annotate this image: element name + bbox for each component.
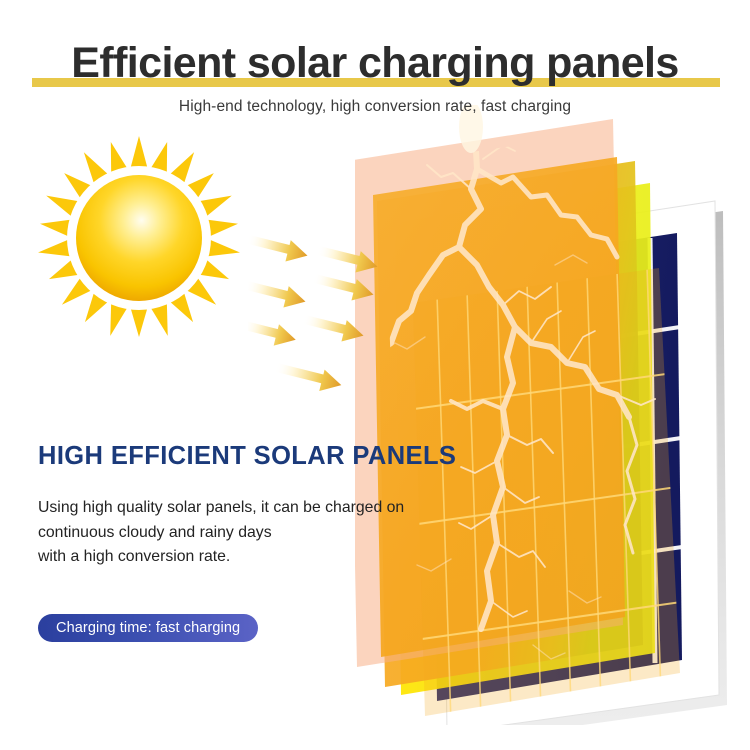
page-subtitle: High-end technology, high conversion rat… — [178, 98, 572, 115]
lightning-glow — [459, 105, 483, 153]
solar-panel-stack — [355, 105, 750, 725]
lightning-bolts — [383, 130, 656, 660]
title-underline-bar — [32, 78, 720, 87]
header: Efficient solar charging panels High-end… — [0, 0, 750, 130]
body-line-3: with a high conversion rate. — [38, 548, 231, 565]
body-copy: Using high quality solar panels, it can … — [38, 496, 508, 570]
title-wrap: Efficient solar charging panels — [0, 38, 750, 94]
solar-cell-grid — [413, 268, 680, 716]
sunlight-arrows — [248, 228, 448, 408]
content-block: HIGH EFFICIENT SOLAR PANELS Using high q… — [38, 440, 508, 570]
body-line-1: Using high quality solar panels, it can … — [38, 499, 405, 516]
charging-time-badge-label: Charging time: fast charging — [56, 620, 241, 636]
section-heading: HIGH EFFICIENT SOLAR PANELS — [38, 442, 457, 470]
charging-time-badge: Charging time: fast charging — [38, 614, 259, 642]
sun-icon — [33, 132, 245, 344]
body-line-2: continuous cloudy and rainy days — [38, 523, 272, 541]
page-title: Efficient solar charging panels — [71, 39, 679, 87]
